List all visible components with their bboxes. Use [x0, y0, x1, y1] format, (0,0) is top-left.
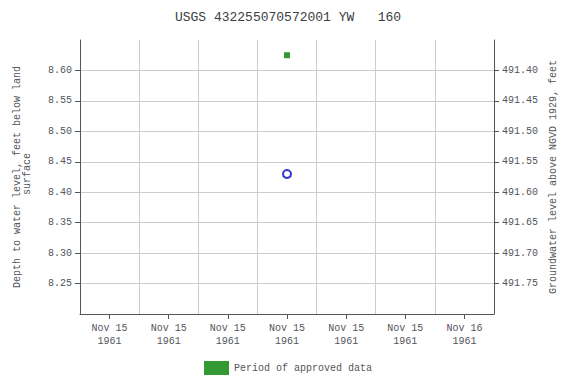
svg-text:8.25: 8.25: [48, 278, 72, 289]
svg-text:Nov 15: Nov 15: [210, 323, 246, 334]
svg-text:1961: 1961: [98, 336, 122, 347]
svg-text:8.55: 8.55: [48, 95, 72, 106]
svg-text:USGS 432255070572001 YW 160: USGS 432255070572001 YW 160: [175, 10, 401, 25]
svg-text:Depth to water level, feet bel: Depth to water level, feet below land: [11, 66, 23, 288]
svg-text:8.35: 8.35: [48, 217, 72, 228]
svg-text:8.50: 8.50: [48, 126, 72, 137]
svg-text:1961: 1961: [452, 336, 476, 347]
svg-text:Nov 15: Nov 15: [269, 323, 305, 334]
svg-text:1961: 1961: [393, 336, 417, 347]
svg-text:Groundwater level above NGVD 1: Groundwater level above NGVD 1929, feet: [548, 60, 559, 294]
svg-text:1961: 1961: [275, 336, 299, 347]
svg-text:491.75: 491.75: [502, 278, 538, 289]
svg-text:8.40: 8.40: [48, 187, 72, 198]
svg-text:491.45: 491.45: [502, 95, 538, 106]
svg-text:Nov 15: Nov 15: [387, 323, 423, 334]
svg-text:491.60: 491.60: [502, 187, 538, 198]
svg-text:Nov 15: Nov 15: [92, 323, 128, 334]
svg-text:491.55: 491.55: [502, 156, 538, 167]
svg-text:8.30: 8.30: [48, 248, 72, 259]
svg-text:1961: 1961: [334, 336, 358, 347]
svg-text:491.70: 491.70: [502, 248, 538, 259]
svg-text:Nov 15: Nov 15: [328, 323, 364, 334]
svg-text:8.45: 8.45: [48, 156, 72, 167]
svg-text:491.65: 491.65: [502, 217, 538, 228]
svg-text:1961: 1961: [157, 336, 181, 347]
svg-text:Period of approved data: Period of approved data: [234, 363, 372, 374]
svg-text:8.60: 8.60: [48, 65, 72, 76]
svg-text:surface: surface: [22, 153, 33, 201]
svg-text:Nov 16: Nov 16: [446, 323, 482, 334]
svg-text:1961: 1961: [216, 336, 240, 347]
svg-text:Nov 15: Nov 15: [151, 323, 187, 334]
svg-text:491.40: 491.40: [502, 65, 538, 76]
svg-text:491.50: 491.50: [502, 126, 538, 137]
